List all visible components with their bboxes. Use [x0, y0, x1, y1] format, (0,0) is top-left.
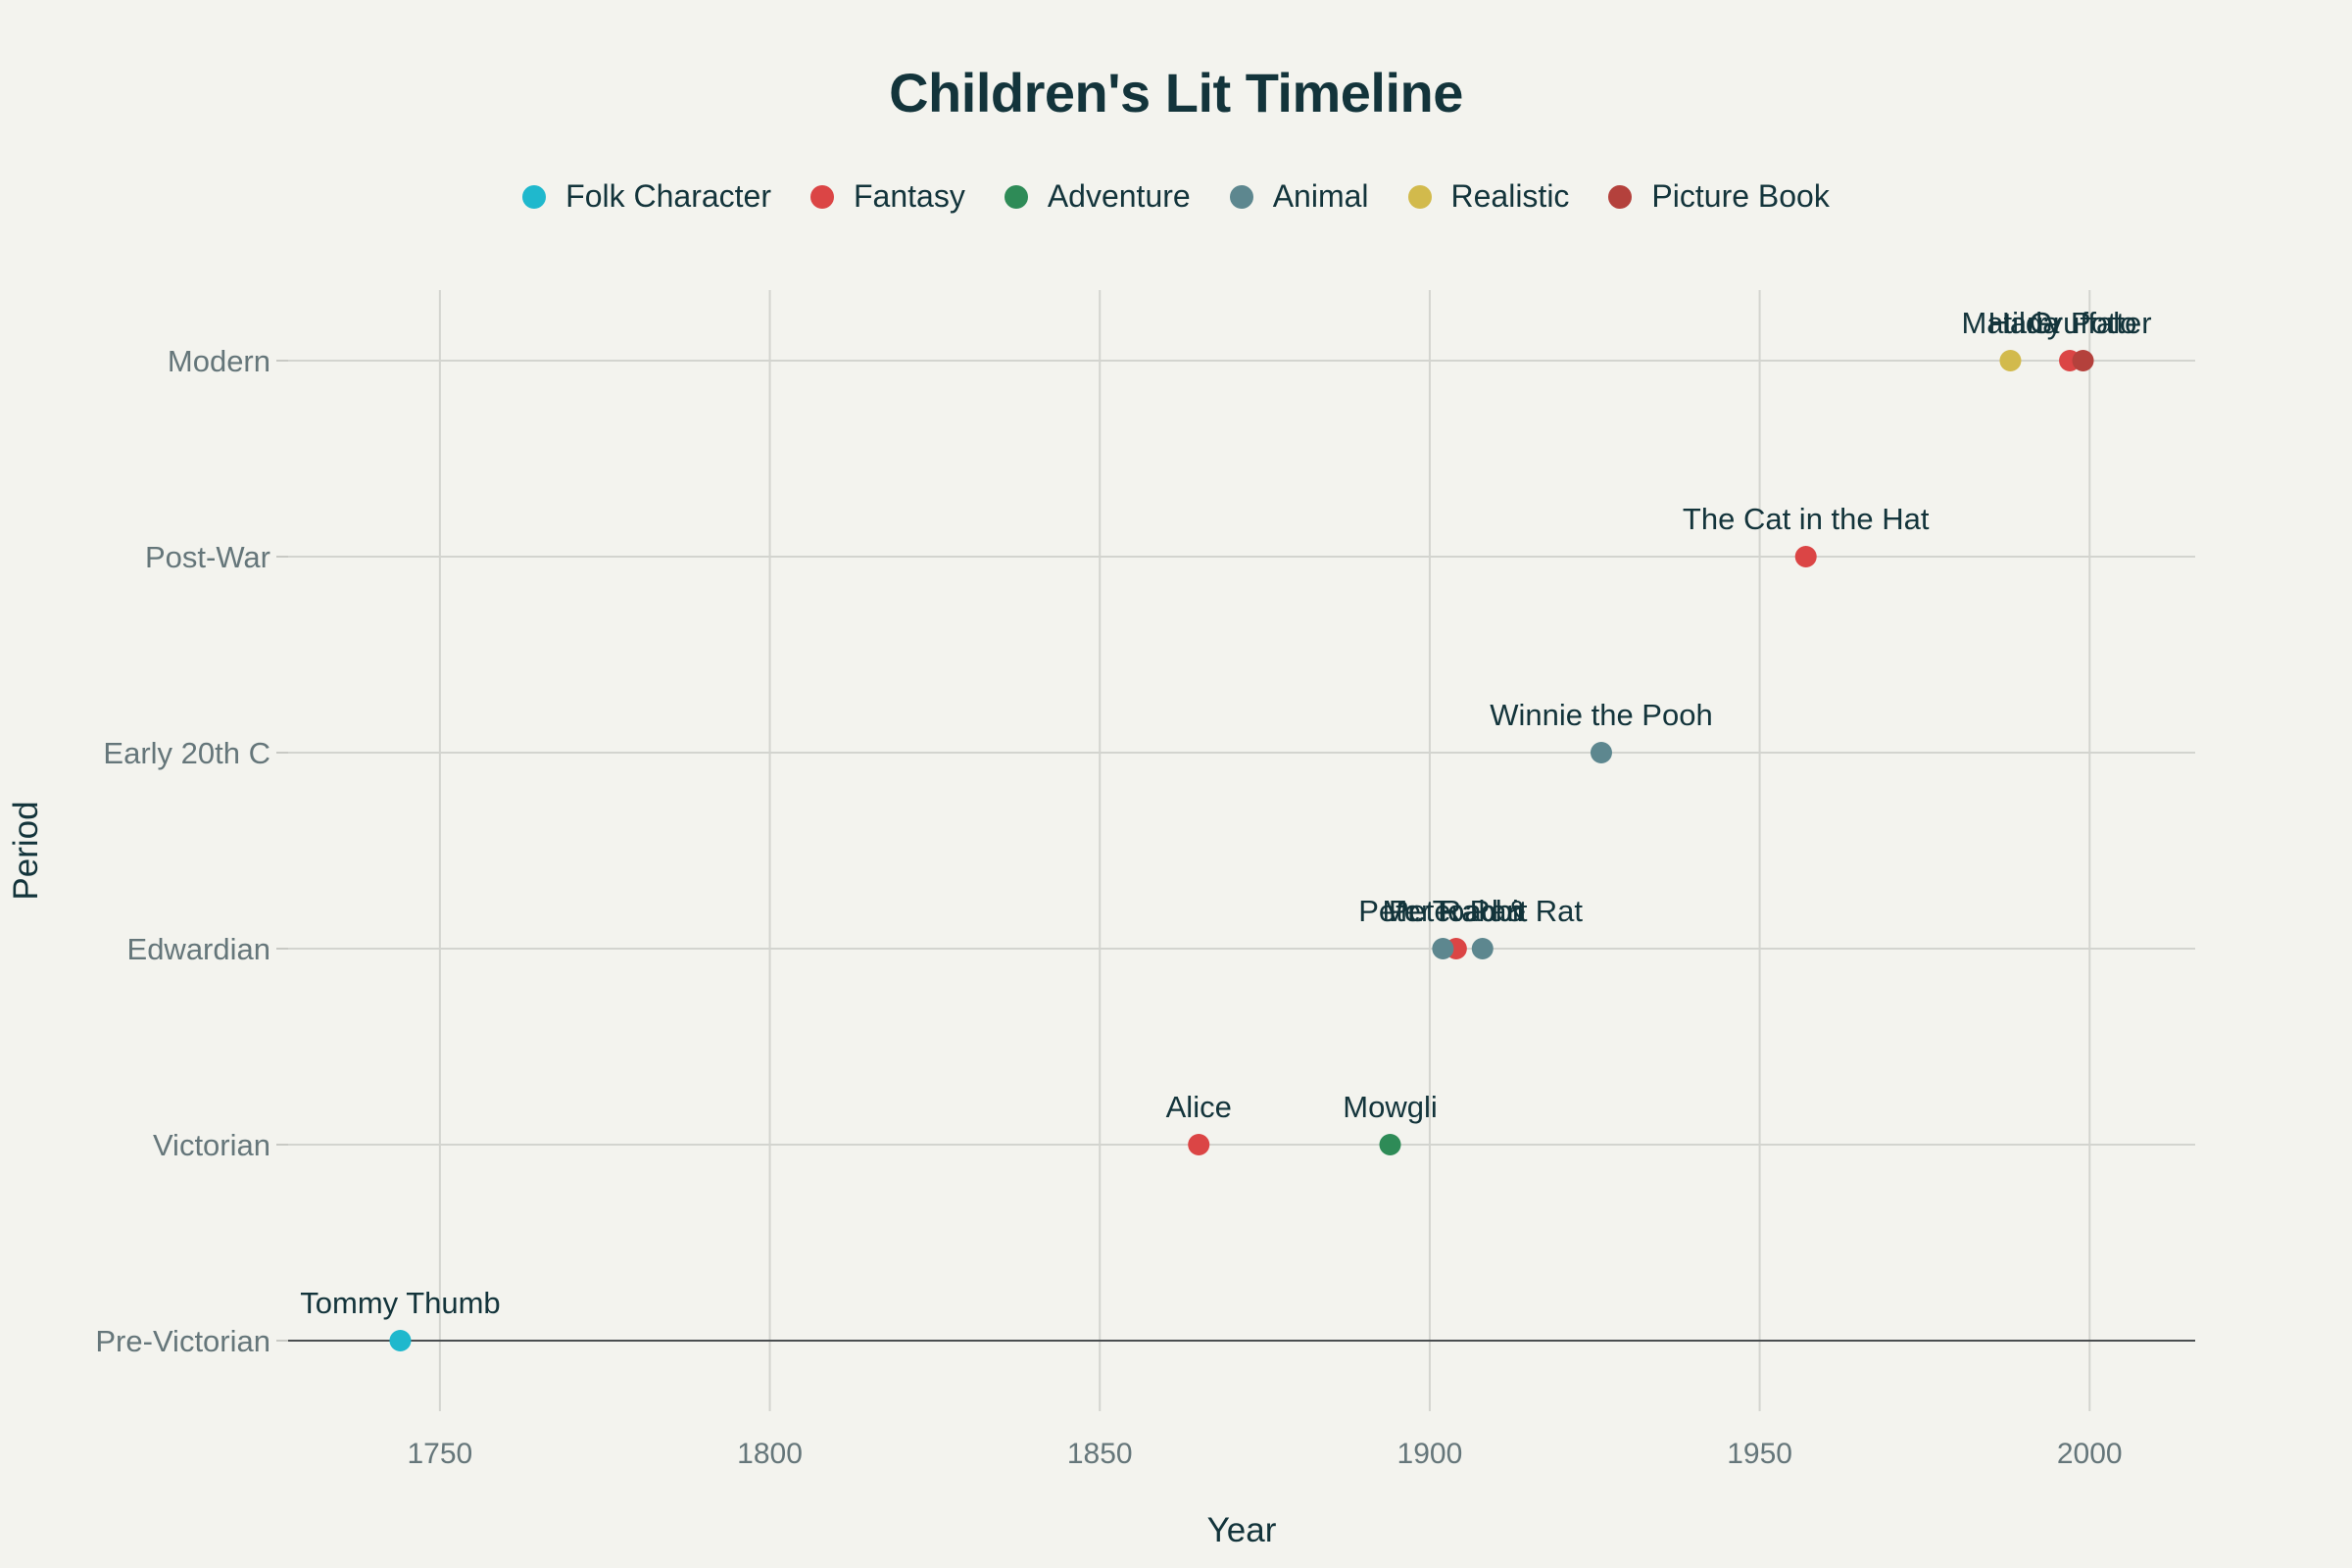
y-tick-label: Modern: [168, 344, 270, 378]
data-point: [1794, 546, 1817, 567]
x-tick-label: 2000: [2057, 1438, 2123, 1470]
data-label: Peter Pan: [1389, 894, 1524, 928]
legend-item: Fantasy: [809, 178, 965, 215]
legend-swatch: [522, 184, 547, 209]
data-label: Tommy Thumb: [300, 1286, 500, 1320]
legend-item: Picture Book: [1608, 178, 1830, 215]
x-axis-title: Year: [1207, 1511, 1277, 1549]
legend-label: Realistic: [1450, 178, 1570, 214]
y-tick-label: Edwardian: [127, 932, 270, 966]
data-label: Alice: [1166, 1090, 1232, 1124]
legend-label: Animal: [1272, 178, 1369, 214]
legend-label: Fantasy: [853, 178, 965, 214]
legend-swatch: [809, 184, 834, 209]
data-label: Gruffalo: [2030, 306, 2137, 340]
y-tick-label: Early 20th C: [103, 736, 270, 770]
y-axis-title: Period: [7, 801, 45, 900]
data-label: Winnie the Pooh: [1490, 698, 1712, 732]
legend-swatch: [1407, 184, 1432, 209]
legend-label: Folk Character: [565, 178, 771, 214]
data-point: [2072, 350, 2094, 371]
data-point: [1471, 938, 1494, 959]
data-label: Mowgli: [1343, 1090, 1437, 1124]
legend-label: Picture Book: [1651, 178, 1830, 214]
legend-swatch: [1608, 184, 1633, 209]
data-label: Harry Potter: [1988, 306, 2152, 340]
data-label: The Cat in the Hat: [1683, 502, 1930, 536]
chart-title: Children's Lit Timeline: [889, 62, 1463, 123]
x-tick-label: 1950: [1727, 1438, 1792, 1470]
legend-item: Adventure: [1004, 178, 1191, 215]
data-point: [1188, 1134, 1210, 1155]
legend: Folk Character Fantasy Adventure Animal Real…: [0, 178, 2352, 215]
legend-item: Folk Character: [522, 178, 771, 215]
legend-item: Realistic: [1407, 178, 1570, 215]
x-tick-label: 1850: [1067, 1438, 1133, 1470]
data-label: Matilda: [1961, 306, 2060, 340]
data-label: Peter Rabbit: [1358, 894, 1528, 928]
y-tick-label: Post-War: [145, 540, 270, 574]
data-point: [389, 1330, 412, 1351]
x-tick-label: 1900: [1397, 1438, 1463, 1470]
x-tick-label: 1750: [407, 1438, 472, 1470]
legend-item: Animal: [1229, 178, 1369, 215]
legend-swatch: [1229, 184, 1253, 209]
legend-swatch: [1004, 184, 1028, 209]
data-point: [1999, 350, 2022, 371]
y-tick-label: Victorian: [153, 1128, 270, 1162]
legend-label: Adventure: [1047, 178, 1191, 214]
data-point: [1590, 742, 1612, 763]
data-point: [1432, 938, 1454, 959]
y-tick-label: Pre-Victorian: [95, 1324, 270, 1358]
data-point: [1379, 1134, 1401, 1155]
x-tick-label: 1800: [737, 1438, 803, 1470]
data-label: Mr. Toad & Rat: [1383, 894, 1584, 928]
